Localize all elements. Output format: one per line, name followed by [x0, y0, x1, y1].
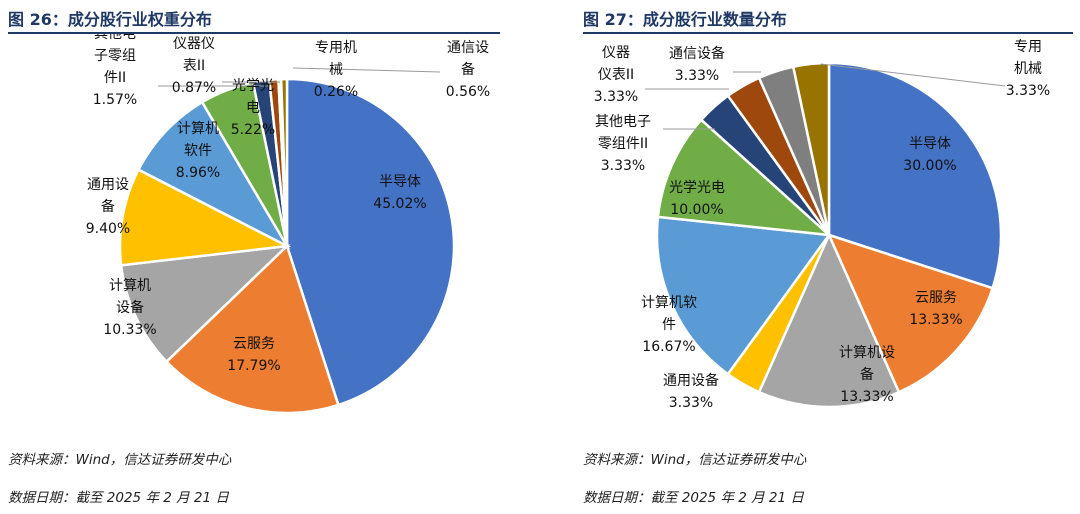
leader-line: [292, 67, 441, 73]
slice-data-label: 半导体 45.02%: [373, 174, 426, 212]
pie-slice: [655, 215, 832, 376]
slice-data-label: 光学光电 10.00%: [669, 180, 725, 218]
slice-data-label: 仪器仪表II 0.87%: [172, 36, 216, 96]
slice-data-label: 云服务 17.79%: [227, 336, 280, 374]
pie-slice: [164, 243, 340, 415]
slice-data-label: 通用设备 9.40%: [86, 177, 130, 237]
slice-data-label: 通信设备 0.56%: [446, 40, 490, 100]
pie-slice: [118, 167, 292, 267]
slice-data-label: 半导体 30.00%: [903, 136, 956, 174]
slice-data-label: 通用设备 3.33%: [663, 372, 719, 411]
pie-slice: [791, 61, 831, 236]
date-note: 数据日期：截至 2025 年 2 月 21 日: [8, 490, 229, 506]
figure-title-27: 图 27：成分股行业数量分布: [583, 10, 787, 29]
pie-slice: [285, 77, 456, 407]
pie-slice: [119, 244, 291, 364]
figure-title-26: 图 26：成分股行业权重分布: [8, 10, 212, 29]
pie-slice: [826, 232, 995, 394]
pie-slice: [757, 231, 901, 409]
slice-data-label: 云服务 13.33%: [909, 290, 962, 328]
slice-data-label: 通信设备 3.33%: [669, 45, 725, 84]
slice-data-label: 光学光电 5.22%: [231, 78, 275, 138]
slice-data-label: 计算机设备 13.33%: [839, 345, 895, 405]
pie-slice: [279, 77, 289, 247]
slice-data-label: 专用机械 3.33%: [1006, 39, 1050, 99]
industry-weight-pie-chart: 半导体 45.02% 云服务 17.79% 计算机设备 10.33% 通用设备 9.40% 计算…: [86, 34, 490, 415]
leader-line: [820, 63, 1006, 87]
slice-data-label: 其他电子零组件II 3.33%: [595, 114, 651, 174]
source-note: 资料来源：Wind，信达证券研发中心: [8, 452, 232, 468]
pie-slice: [656, 118, 833, 237]
pie-slice: [827, 61, 1003, 290]
slice-data-label: 其他电子零组件II 1.57%: [93, 34, 137, 108]
title-rule: [8, 32, 500, 34]
slice-data-label: 计算机软件 16.67%: [641, 295, 697, 355]
industry-count-pie-chart: 半导体 30.00% 云服务 13.33% 计算机设备 13.33% 通用设备 3.33% 计算…: [594, 39, 1050, 411]
pie-slice: [136, 100, 291, 250]
slice-data-label: 仪器仪表II 3.33%: [594, 45, 638, 105]
source-note: 资料来源：Wind，信达证券研发中心: [583, 452, 807, 468]
slice-data-label: 计算机软件 8.96%: [176, 121, 220, 181]
title-rule: [583, 32, 1073, 34]
slice-data-label: 计算机设备 10.33%: [103, 278, 156, 338]
slice-data-label: 专用机械 0.26%: [314, 40, 358, 100]
date-note: 数据日期：截至 2025 年 2 月 21 日: [583, 490, 804, 506]
